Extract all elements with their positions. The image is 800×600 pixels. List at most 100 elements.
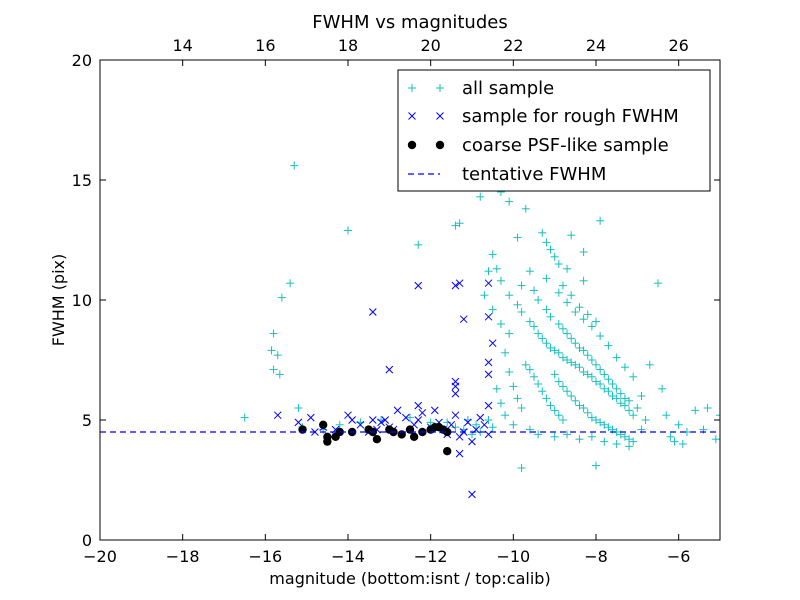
legend-box	[397, 69, 711, 192]
plus-point	[616, 399, 625, 408]
plus-point	[517, 404, 526, 412]
plus-point	[592, 461, 600, 470]
y-tick-label: 10	[72, 291, 92, 310]
x-point	[393, 406, 402, 415]
plus-point	[554, 377, 563, 386]
plus-point	[592, 360, 600, 369]
plus-point	[579, 346, 588, 355]
plus-point	[563, 264, 572, 273]
plus-point	[629, 411, 638, 420]
x-point	[294, 418, 303, 427]
plus-point	[620, 432, 629, 441]
y-tick-label: 0	[82, 531, 92, 550]
x-point	[306, 413, 315, 422]
plus-point	[563, 356, 572, 364]
plus-point	[625, 396, 634, 405]
top-x-tick-label: 24	[586, 36, 606, 55]
x-point	[484, 358, 493, 367]
dot-point	[443, 447, 452, 456]
x-point	[464, 418, 472, 427]
plus-point	[414, 240, 423, 249]
plus-point	[269, 329, 278, 338]
plus-point	[534, 329, 543, 338]
plus-point	[501, 411, 510, 420]
plus-point	[583, 310, 592, 319]
plus-point	[620, 363, 629, 372]
x-point	[484, 312, 493, 321]
y-tick-label: 20	[72, 51, 92, 70]
plus-point	[517, 281, 526, 290]
plus-point	[525, 365, 534, 374]
x-tick-label: −10	[496, 547, 530, 566]
plus-point	[455, 219, 464, 228]
plus-point	[579, 368, 588, 376]
plus-point	[600, 420, 609, 429]
plus-point	[505, 368, 514, 376]
legend-swatch-plus	[436, 84, 444, 92]
plus-point	[612, 384, 621, 393]
plus-point	[629, 437, 638, 446]
x-point	[488, 339, 497, 348]
plus-point	[567, 358, 576, 367]
plus-point	[550, 406, 559, 415]
plus-point	[525, 267, 534, 276]
series-all-sample	[240, 161, 720, 472]
plus-point	[575, 363, 584, 372]
plus-point	[269, 365, 278, 374]
plus-point	[294, 404, 303, 412]
plus-point	[534, 380, 543, 388]
x-point	[451, 382, 460, 391]
dot-point	[319, 420, 328, 429]
plus-point	[654, 279, 662, 288]
plus-point	[554, 320, 563, 328]
plus-point	[550, 370, 559, 379]
plus-point	[538, 334, 547, 343]
plus-point	[492, 264, 501, 273]
plus-point	[488, 305, 497, 314]
x-point	[414, 416, 423, 424]
plus-point	[666, 432, 675, 441]
plus-point	[579, 276, 588, 285]
plus-point	[579, 404, 588, 412]
plus-point	[596, 365, 605, 374]
plus-point	[554, 260, 563, 268]
x-point	[381, 416, 390, 424]
plus-point	[620, 401, 629, 410]
x-point	[414, 401, 423, 410]
x-point	[476, 413, 485, 422]
dot-point	[323, 437, 332, 446]
x-tick-label: −14	[331, 547, 365, 566]
plus-point	[625, 435, 634, 444]
legend-label-tentative-fwhm: tentative FWHM	[462, 164, 606, 185]
plus-point	[604, 423, 613, 432]
plus-point	[517, 464, 526, 472]
plus-point	[290, 161, 299, 170]
plus-point	[538, 228, 547, 237]
plus-point	[525, 425, 534, 434]
plus-point	[612, 394, 621, 403]
y-tick-label: 15	[72, 171, 92, 190]
plus-point	[571, 360, 580, 369]
x-point	[451, 411, 460, 420]
plus-point	[558, 382, 567, 391]
plus-point	[604, 341, 613, 350]
plus-point	[579, 315, 588, 324]
plus-point	[530, 372, 538, 381]
plus-point	[600, 370, 609, 379]
plus-point	[513, 394, 522, 403]
plus-point	[596, 332, 605, 340]
top-x-tick-label: 16	[255, 36, 275, 55]
top-x-tick-label: 22	[503, 36, 523, 55]
plus-point	[583, 408, 592, 417]
dot-point	[409, 432, 419, 441]
plus-point	[716, 411, 720, 420]
plus-point	[558, 416, 567, 424]
plus-point	[658, 384, 667, 393]
x-tick-label: −8	[584, 547, 608, 566]
plus-point	[542, 339, 551, 348]
plus-point	[567, 231, 576, 240]
x-tick-label: −20	[83, 547, 117, 566]
plus-point	[534, 430, 543, 439]
plus-point	[691, 406, 700, 415]
plus-point	[496, 320, 505, 328]
